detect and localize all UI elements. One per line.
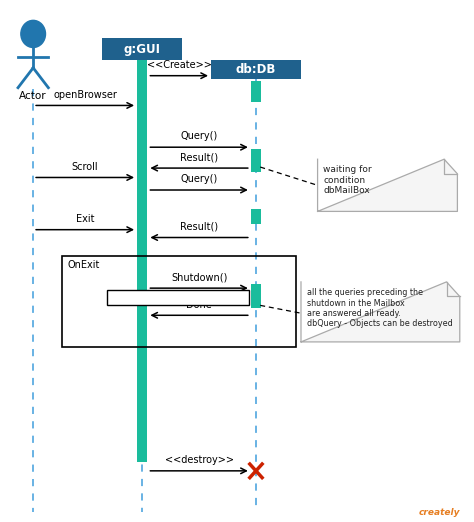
Text: <<Create>>: <<Create>> (147, 60, 211, 70)
Polygon shape (301, 282, 460, 342)
Circle shape (21, 20, 46, 48)
Text: Actor: Actor (19, 91, 47, 101)
Text: Query(): Query() (181, 132, 218, 141)
FancyBboxPatch shape (251, 149, 261, 172)
FancyBboxPatch shape (137, 60, 147, 462)
Text: db:DB: db:DB (236, 63, 276, 76)
Text: <<destroy>>: <<destroy>> (164, 455, 234, 465)
Text: g:GUI: g:GUI (124, 43, 161, 55)
FancyBboxPatch shape (107, 290, 249, 305)
Text: waiting for
condition
dbMailBox: waiting for condition dbMailBox (323, 165, 372, 195)
Polygon shape (318, 159, 457, 211)
Text: all the queries preceding the
shutdown in the Mailbox
are answered all ready.
db: all the queries preceding the shutdown i… (307, 288, 452, 328)
FancyBboxPatch shape (102, 38, 182, 60)
Text: Result(): Result() (180, 152, 218, 162)
Text: OnExit: OnExit (67, 260, 100, 270)
Text: Query(): Query() (181, 174, 218, 184)
FancyBboxPatch shape (211, 60, 301, 79)
FancyBboxPatch shape (251, 81, 261, 102)
FancyBboxPatch shape (251, 284, 261, 308)
Text: openBrowser: openBrowser (53, 90, 117, 100)
Text: Exit: Exit (76, 214, 94, 224)
Text: Shutdown(): Shutdown() (171, 272, 227, 282)
Text: Done: Done (186, 300, 212, 310)
FancyBboxPatch shape (251, 209, 261, 224)
Text: creately: creately (418, 508, 460, 517)
Text: Result(): Result() (180, 222, 218, 232)
Text: wait for cond.dbShutdown: wait for cond.dbShutdown (121, 293, 234, 302)
Text: Scroll: Scroll (72, 162, 99, 172)
